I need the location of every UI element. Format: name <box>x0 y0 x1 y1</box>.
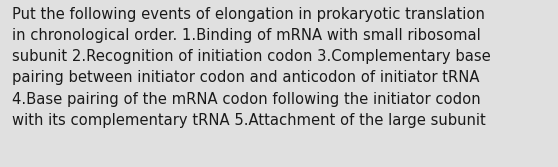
Text: Put the following events of elongation in prokaryotic translation
in chronologic: Put the following events of elongation i… <box>12 7 491 128</box>
